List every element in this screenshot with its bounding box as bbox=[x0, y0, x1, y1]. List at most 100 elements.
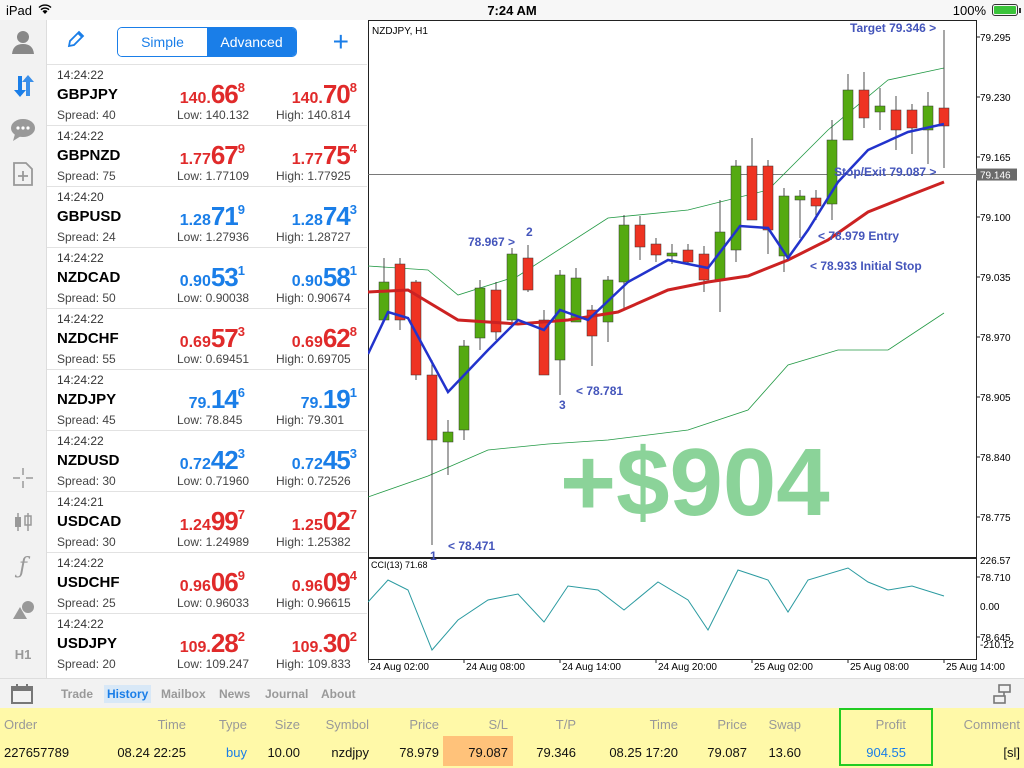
quote-time: 14:24:22 bbox=[57, 312, 104, 326]
bid-price[interactable]: 0.72423 bbox=[180, 445, 245, 476]
ask-price-part: 7 bbox=[349, 507, 357, 522]
account-icon[interactable] bbox=[9, 28, 37, 56]
col-order: Order bbox=[4, 717, 38, 732]
price-label: 78.970 bbox=[980, 333, 1011, 344]
quote-row[interactable]: 14:24:22 NZDUSD Spread: 30 Low: 0.71960 High… bbox=[47, 430, 367, 491]
quote-time: 14:24:22 bbox=[57, 251, 104, 265]
point2-label: 2 bbox=[526, 225, 533, 239]
ask-price-part: 2 bbox=[349, 629, 357, 644]
objects-icon[interactable] bbox=[9, 596, 37, 624]
bid-price-part: 0.90 bbox=[179, 273, 211, 290]
cell-swap[interactable]: 13.60 bbox=[768, 745, 801, 760]
tab-mailbox[interactable]: Mailbox bbox=[161, 687, 206, 701]
quote-spread: Spread: 24 bbox=[57, 230, 116, 244]
candle-body bbox=[810, 197, 822, 207]
quote-high: High: 0.96615 bbox=[276, 596, 351, 610]
candle-body bbox=[842, 89, 854, 141]
candles-icon[interactable] bbox=[9, 508, 37, 536]
tab-trade[interactable]: Trade bbox=[61, 687, 94, 701]
price-label: 78.645 bbox=[980, 633, 1011, 644]
tab-news[interactable]: News bbox=[219, 687, 251, 701]
bid-price[interactable]: 1.28719 bbox=[180, 201, 245, 232]
cell-order[interactable]: 227657789 bbox=[4, 745, 70, 760]
candle-body bbox=[458, 345, 470, 431]
quotes-icon[interactable] bbox=[9, 72, 37, 100]
price-chart[interactable]: 79.295 79.230 79.165 79.100 79.035 78.970 78.9… bbox=[368, 20, 1024, 678]
candle-body bbox=[922, 105, 934, 131]
quote-low: Low: 140.132 bbox=[177, 108, 250, 122]
bid-price-part: 66 bbox=[210, 79, 239, 109]
bid-price[interactable]: 0.96069 bbox=[180, 567, 245, 598]
cell-time[interactable]: 08.24 22:25 bbox=[117, 745, 186, 760]
quote-row[interactable]: 14:24:22 USDJPY Spread: 20 Low: 109.247 High… bbox=[47, 613, 367, 674]
bid-price[interactable]: 0.90531 bbox=[180, 262, 245, 293]
quote-low: Low: 78.845 bbox=[177, 413, 243, 427]
ask-price[interactable]: 0.69628 bbox=[292, 323, 357, 354]
cell-tp[interactable]: 79.346 bbox=[536, 745, 576, 760]
cell-sl[interactable]: 79.087 bbox=[468, 745, 508, 760]
chart-area[interactable]: 79.295 79.230 79.165 79.100 79.035 78.970 78.9… bbox=[368, 20, 1024, 678]
timeframe-icon[interactable]: H1 bbox=[14, 646, 32, 662]
ask-price[interactable]: 0.96094 bbox=[292, 567, 357, 598]
quote-row[interactable]: 14:24:22 GBPJPY Spread: 40 Low: 140.132 High… bbox=[47, 64, 367, 125]
quote-row[interactable]: 14:24:22 NZDJPY Spread: 45 Low: 78.845 High:… bbox=[47, 369, 367, 430]
crosshair-icon[interactable] bbox=[9, 464, 37, 492]
quotes-header: Simple Advanced + bbox=[47, 20, 367, 64]
ask-price[interactable]: 0.90581 bbox=[292, 262, 357, 293]
quote-row[interactable]: 14:24:22 GBPNZD Spread: 75 Low: 1.77109 High… bbox=[47, 125, 367, 186]
advanced-tab[interactable]: Advanced bbox=[207, 28, 296, 56]
add-symbol-button[interactable]: + bbox=[332, 26, 349, 57]
quote-low: Low: 0.71960 bbox=[177, 474, 250, 488]
bid-price[interactable]: 140.668 bbox=[180, 79, 245, 110]
time-label: 24 Aug 14:00 bbox=[562, 662, 621, 673]
profit-overlay-text: +$904 bbox=[560, 429, 830, 536]
ask-price[interactable]: 1.77754 bbox=[292, 140, 357, 171]
cell-profit[interactable]: 904.55 bbox=[866, 745, 906, 760]
quote-row[interactable]: 14:24:22 NZDCAD Spread: 50 Low: 0.90038 High… bbox=[47, 247, 367, 308]
layout-icon[interactable] bbox=[992, 683, 1014, 708]
quote-low: Low: 1.27936 bbox=[177, 230, 250, 244]
candle-body bbox=[570, 277, 582, 323]
ask-price[interactable]: 79.191 bbox=[301, 384, 357, 415]
simple-tab[interactable]: Simple bbox=[118, 28, 207, 56]
ask-price[interactable]: 0.72453 bbox=[292, 445, 357, 476]
ask-price[interactable]: 1.25027 bbox=[292, 506, 357, 537]
bid-price-part: 9 bbox=[237, 141, 245, 156]
cell-symbol[interactable]: nzdjpy bbox=[331, 745, 369, 760]
edit-icon[interactable] bbox=[67, 30, 85, 53]
cell-size[interactable]: 10.00 bbox=[267, 745, 300, 760]
tab-journal[interactable]: Journal bbox=[265, 687, 309, 701]
quote-symbol: USDCHF bbox=[57, 574, 120, 591]
calendar-icon[interactable] bbox=[10, 683, 34, 708]
new-order-icon[interactable] bbox=[9, 160, 37, 188]
bid-price[interactable]: 1.77679 bbox=[180, 140, 245, 171]
quote-row[interactable]: 14:24:20 GBPUSD Spread: 24 Low: 1.27936 High… bbox=[47, 186, 367, 247]
quote-row[interactable]: 14:24:22 NZDCHF Spread: 55 Low: 0.69451 High… bbox=[47, 308, 367, 369]
quote-row[interactable]: 14:24:22 USDCHF Spread: 25 Low: 0.96033 High… bbox=[47, 552, 367, 613]
chat-icon[interactable] bbox=[9, 116, 37, 144]
quote-time: 14:24:22 bbox=[57, 68, 104, 82]
bid-price[interactable]: 109.282 bbox=[180, 628, 245, 659]
quote-row[interactable]: 14:24:21 USDCAD Spread: 30 Low: 1.24989 High… bbox=[47, 491, 367, 552]
ask-price[interactable]: 1.28743 bbox=[292, 201, 357, 232]
bid-price[interactable]: 0.69573 bbox=[180, 323, 245, 354]
bid-price[interactable]: 1.24997 bbox=[180, 506, 245, 537]
cell-type[interactable]: buy bbox=[226, 745, 247, 760]
bid-price-part: 0.96 bbox=[179, 578, 211, 595]
tab-about[interactable]: About bbox=[321, 687, 356, 701]
bid-price[interactable]: 79.146 bbox=[189, 384, 245, 415]
cell-close-time[interactable]: 08.25 17:20 bbox=[609, 745, 678, 760]
col-price: Price bbox=[409, 717, 439, 732]
cell-price[interactable]: 78.979 bbox=[399, 745, 439, 760]
candle-body bbox=[826, 139, 838, 205]
time-label: 25 Aug 14:00 bbox=[946, 662, 1005, 673]
bid-price-part: 8 bbox=[237, 80, 245, 95]
bid-price-part: 53 bbox=[210, 262, 239, 292]
tab-history[interactable]: History bbox=[104, 685, 152, 703]
ask-price[interactable]: 140.708 bbox=[292, 79, 357, 110]
indicators-icon[interactable]: ƒ bbox=[18, 553, 28, 579]
cell-comment[interactable]: [sl] bbox=[1003, 745, 1020, 760]
ask-price[interactable]: 109.302 bbox=[292, 628, 357, 659]
cell-close-price[interactable]: 79.087 bbox=[707, 745, 747, 760]
ask-price-part: 79. bbox=[300, 395, 323, 412]
